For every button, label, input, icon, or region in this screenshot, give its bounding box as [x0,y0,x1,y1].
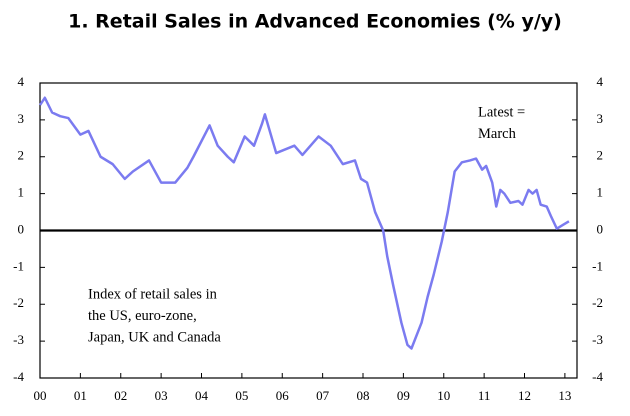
x-tick-label: 08 [357,388,370,403]
x-tick-label: 04 [195,388,209,403]
y2-tick-label: 2 [597,148,604,163]
chart-title: 1. Retail Sales in Advanced Economies (%… [68,11,562,33]
y-tick-label: 0 [18,221,25,236]
x-tick-label: 06 [276,388,290,403]
y-tick-label: -4 [13,369,24,384]
x-tick-label: 10 [437,388,450,403]
annotation: Japan, UK and Canada [88,329,221,345]
y-tick-label: 2 [18,148,25,163]
y2-tick-label: -1 [592,258,603,273]
annotation: Index of retail sales in [88,286,218,302]
y2-tick-label: 4 [597,74,604,89]
y2-tick-label: -2 [592,295,603,310]
x-tick-label: 09 [397,388,410,403]
x-tick-label: 13 [558,388,571,403]
x-tick-label: 02 [114,388,127,403]
y2-tick-label: 3 [597,111,604,126]
annotation: March [478,126,517,142]
x-tick-label: 00 [34,388,47,403]
annotation: the US, euro-zone, [88,308,197,324]
y-tick-label: 4 [18,74,25,89]
y-tick-label: 3 [18,111,25,126]
y-tick-label: 1 [18,185,25,200]
x-tick-label: 12 [518,388,531,403]
x-tick-label: 03 [155,388,168,403]
y2-tick-label: -4 [592,369,603,384]
y2-tick-label: 0 [597,221,604,236]
x-tick-label: 11 [478,388,491,403]
data-line [38,96,570,350]
y2-tick-label: -3 [592,332,603,347]
x-tick-label: 05 [235,388,248,403]
annotation: Latest = [478,104,525,120]
x-tick-label: 01 [74,388,87,403]
y2-tick-label: 1 [597,185,604,200]
y-tick-label: -2 [13,295,24,310]
y-tick-label: -1 [13,258,24,273]
y-tick-label: -3 [13,332,24,347]
x-tick-label: 07 [316,388,330,403]
